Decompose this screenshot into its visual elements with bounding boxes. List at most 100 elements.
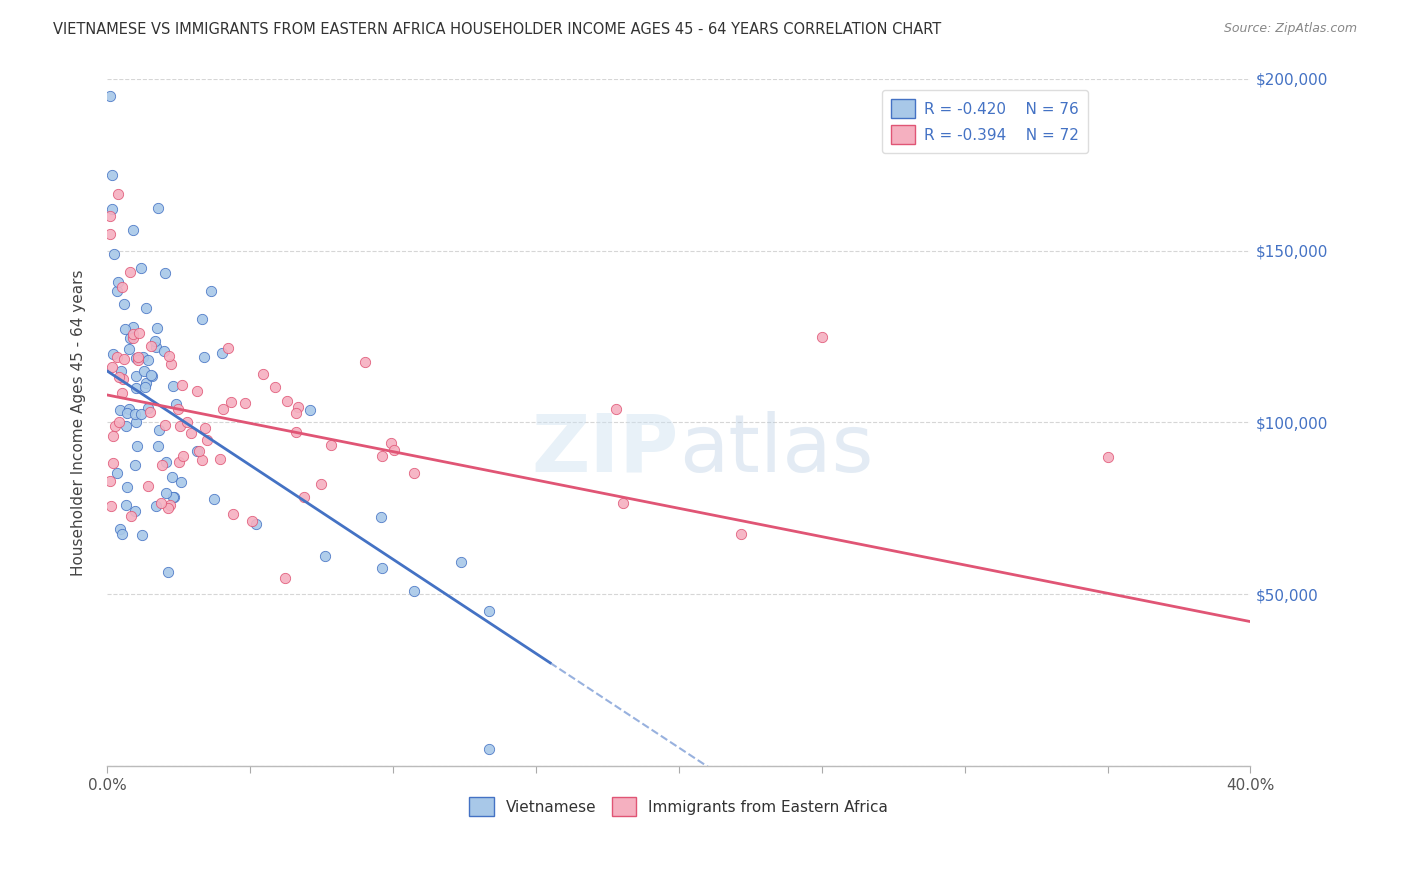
Point — [112, 297, 135, 311]
Point — [110, 403, 132, 417]
Point — [136, 479, 159, 493]
Point — [170, 377, 193, 392]
Point — [370, 509, 392, 524]
Point — [195, 433, 218, 447]
Point — [135, 301, 157, 315]
Point — [194, 421, 217, 435]
Point — [292, 490, 315, 504]
Point — [98, 89, 121, 103]
Point — [380, 436, 402, 450]
Point — [101, 202, 124, 217]
Point — [122, 223, 145, 237]
Point — [180, 426, 202, 441]
Point — [125, 439, 148, 453]
Point — [148, 202, 170, 216]
Point — [115, 480, 138, 494]
Point — [478, 741, 501, 756]
Point — [136, 401, 159, 415]
Point — [321, 438, 343, 452]
Point — [107, 186, 129, 201]
Point — [132, 350, 155, 364]
Point — [111, 372, 134, 386]
Point — [105, 350, 128, 364]
Point — [103, 347, 125, 361]
Point — [125, 381, 148, 395]
Point — [200, 284, 222, 298]
Point — [157, 565, 180, 579]
Point — [159, 498, 181, 512]
Point — [120, 330, 142, 344]
Point — [114, 322, 136, 336]
Point — [233, 396, 256, 410]
Legend: Vietnamese, Immigrants from Eastern Africa: Vietnamese, Immigrants from Eastern Afri… — [461, 789, 896, 823]
Point — [167, 454, 190, 468]
Point — [143, 334, 166, 348]
Point — [139, 368, 162, 382]
Point — [148, 423, 170, 437]
Point — [165, 397, 187, 411]
Point — [217, 341, 239, 355]
Point — [402, 584, 425, 599]
Point — [145, 499, 167, 513]
Point — [284, 406, 307, 420]
Point — [1097, 450, 1119, 464]
Point — [155, 418, 177, 433]
Point — [114, 418, 136, 433]
Point — [101, 429, 124, 443]
Point — [124, 407, 146, 421]
Point — [100, 499, 122, 513]
Point — [612, 496, 634, 510]
Point — [146, 439, 169, 453]
Point — [115, 406, 138, 420]
Point — [101, 360, 124, 375]
Point — [477, 604, 499, 618]
Point — [100, 168, 122, 182]
Point — [107, 415, 129, 429]
Point — [124, 504, 146, 518]
Point — [145, 340, 167, 354]
Point — [162, 470, 184, 484]
Point — [309, 477, 332, 491]
Point — [150, 458, 173, 473]
Point — [149, 496, 172, 510]
Point — [162, 378, 184, 392]
Point — [111, 280, 134, 294]
Point — [404, 466, 426, 480]
Point — [155, 485, 177, 500]
Point — [110, 522, 132, 536]
Point — [287, 401, 309, 415]
Point — [120, 508, 142, 523]
Text: VIETNAMESE VS IMMIGRANTS FROM EASTERN AFRICA HOUSEHOLDER INCOME AGES 45 - 64 YEA: VIETNAMESE VS IMMIGRANTS FROM EASTERN AF… — [53, 22, 942, 37]
Point — [129, 260, 152, 275]
Point — [169, 419, 191, 434]
Point — [111, 526, 134, 541]
Point — [208, 452, 231, 467]
Point — [153, 343, 176, 358]
Point — [299, 403, 322, 417]
Point — [163, 490, 186, 504]
Y-axis label: Householder Income Ages 45 - 64 years: Householder Income Ages 45 - 64 years — [72, 269, 86, 575]
Point — [124, 351, 146, 365]
Text: Source: ZipAtlas.com: Source: ZipAtlas.com — [1223, 22, 1357, 36]
Point — [172, 449, 194, 463]
Point — [118, 343, 141, 357]
Point — [155, 455, 177, 469]
Point — [222, 508, 245, 522]
Point — [202, 491, 225, 506]
Point — [134, 379, 156, 393]
Point — [141, 339, 163, 353]
Point — [112, 351, 135, 366]
Point — [190, 452, 212, 467]
Point — [127, 353, 149, 368]
Point — [141, 369, 163, 384]
Point — [162, 490, 184, 504]
Point — [129, 407, 152, 421]
Point — [136, 352, 159, 367]
Point — [124, 415, 146, 429]
Point — [100, 474, 122, 488]
Point — [146, 320, 169, 334]
Point — [118, 264, 141, 278]
Point — [125, 369, 148, 384]
Point — [252, 367, 274, 381]
Point — [240, 514, 263, 528]
